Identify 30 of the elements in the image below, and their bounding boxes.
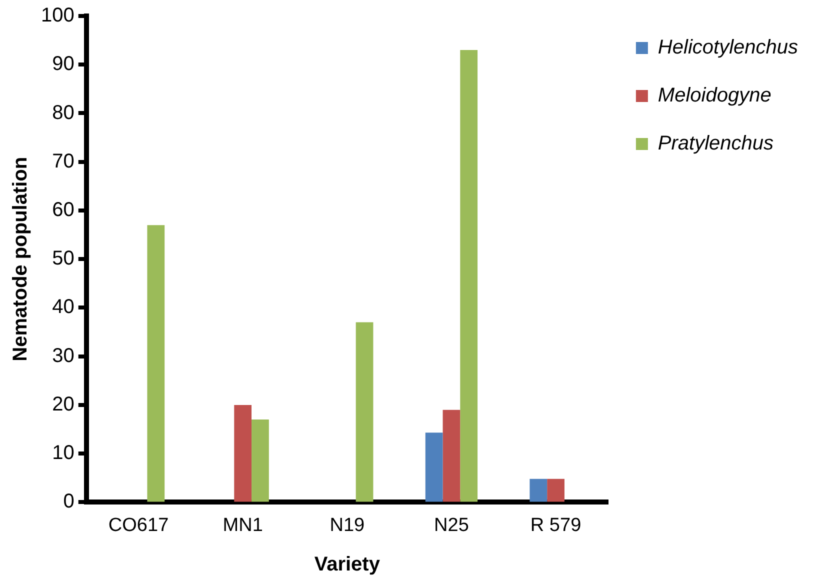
legend-label: Pratylenchus <box>658 132 774 155</box>
x-tick-label: MN1 <box>222 514 263 536</box>
legend-label: Meloidogyne <box>658 84 772 107</box>
bar <box>442 410 460 502</box>
bar <box>425 432 443 502</box>
x-tick-label: R 579 <box>530 514 582 536</box>
bar <box>547 478 564 502</box>
y-tick-label: 40 <box>52 296 74 318</box>
bar <box>252 420 269 502</box>
y-tick-label: 10 <box>52 442 74 464</box>
y-tick-label: 90 <box>52 53 74 76</box>
y-tick-label: 20 <box>52 393 74 416</box>
y-tick-label: 80 <box>52 102 74 124</box>
bar <box>530 478 548 502</box>
y-tick-label: 0 <box>63 490 74 513</box>
x-tick-label: N25 <box>434 514 469 536</box>
bar <box>460 50 478 502</box>
x-tick-label: N19 <box>330 514 365 536</box>
y-tick-label: 30 <box>52 344 74 367</box>
bar <box>356 322 374 502</box>
x-axis-title: Variety <box>314 554 381 576</box>
x-tick-label: CO617 <box>108 514 169 536</box>
legend-label: Helicotylenchus <box>658 36 798 59</box>
y-axis-title: Nematode population <box>10 156 32 362</box>
y-tick-label: 50 <box>52 248 74 270</box>
bar <box>234 404 252 502</box>
y-tick-label: 70 <box>52 150 74 172</box>
bar <box>147 225 165 502</box>
y-tick-label: 60 <box>52 198 74 221</box>
y-tick-label: 100 <box>40 4 74 27</box>
